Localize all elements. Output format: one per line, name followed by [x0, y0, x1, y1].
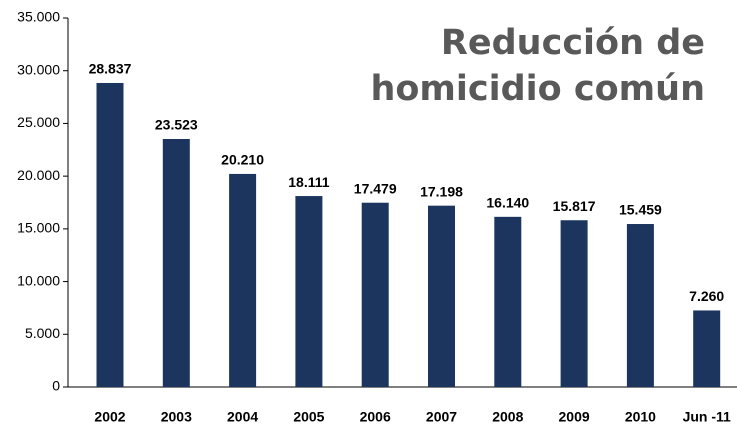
- bar: [693, 310, 721, 387]
- value-label: 16.140: [486, 195, 529, 211]
- bar: [96, 82, 124, 387]
- x-tick-label: 2004: [227, 409, 258, 425]
- x-tick-label: 2010: [625, 409, 656, 425]
- chart-title: Reducción de: [441, 23, 705, 63]
- value-label: 17.198: [420, 183, 463, 199]
- value-label: 28.837: [89, 61, 132, 77]
- value-label: 17.479: [354, 180, 397, 196]
- x-tick-label: Jun -11: [683, 409, 731, 425]
- bar: [494, 216, 522, 387]
- y-tick-label: 35.000: [17, 9, 60, 25]
- x-tick-label: 2009: [559, 409, 590, 425]
- value-label: 23.523: [155, 117, 198, 133]
- value-label: 20.210: [221, 152, 264, 168]
- bar: [361, 202, 389, 387]
- value-label: 7.260: [689, 288, 724, 304]
- y-tick-label: 20.000: [17, 167, 60, 183]
- x-tick-label: 2002: [94, 409, 125, 425]
- chart-title: homicidio común: [370, 69, 705, 109]
- bar: [428, 205, 455, 387]
- value-label: 15.817: [553, 198, 596, 214]
- y-tick-label: 10.000: [17, 272, 60, 288]
- x-tick-label: 2007: [426, 409, 457, 425]
- x-tick-label: 2008: [492, 409, 523, 425]
- x-tick-label: 2005: [293, 409, 324, 425]
- y-tick-label: 5.000: [25, 325, 60, 341]
- x-tick-label: 2006: [360, 409, 391, 425]
- y-tick-label: 15.000: [17, 220, 60, 236]
- bar: [560, 220, 588, 387]
- bar: [626, 224, 654, 387]
- y-tick-label: 0: [52, 378, 60, 394]
- bar: [229, 173, 257, 387]
- value-label: 18.111: [288, 174, 329, 190]
- y-tick-label: 25.000: [17, 114, 60, 130]
- value-label: 15.459: [619, 202, 662, 218]
- bar: [162, 139, 190, 387]
- x-tick-label: 2003: [161, 409, 192, 425]
- bar: [295, 196, 323, 387]
- y-tick-label: 30.000: [17, 61, 60, 77]
